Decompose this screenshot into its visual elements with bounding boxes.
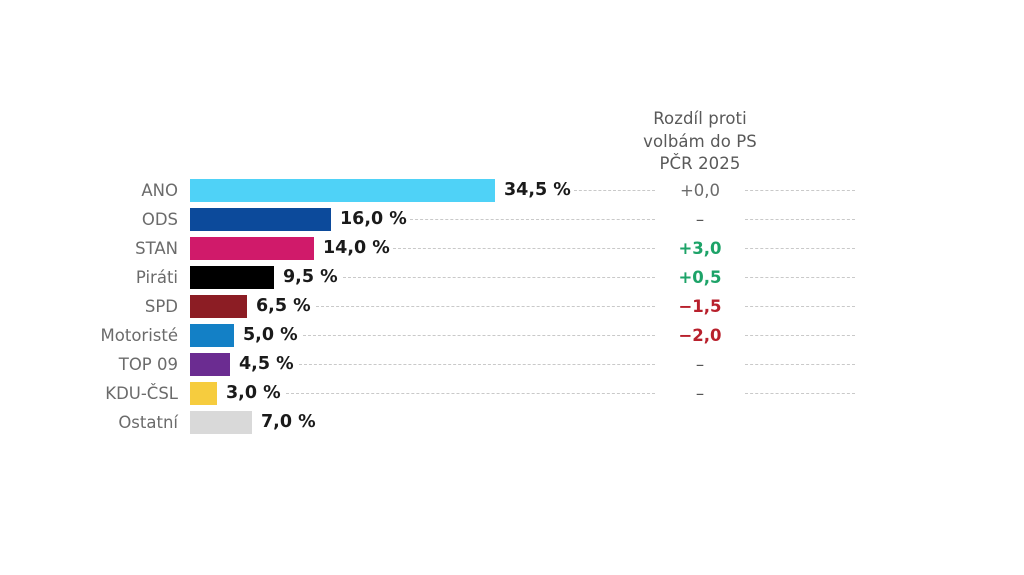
bar-motorist- [190, 324, 234, 347]
chart-row: SPD 6,5 % −1,5 [0, 292, 1024, 321]
bar-container [190, 208, 331, 231]
leader-line-left [392, 248, 655, 249]
row-label-spd: SPD [144, 297, 178, 316]
row-label-motorist-: Motoristé [100, 326, 178, 345]
leader-line-right [745, 364, 855, 365]
leader-line-left [286, 393, 655, 394]
leader-line-right [745, 393, 855, 394]
leader-line-right [745, 190, 855, 191]
bar-container [190, 353, 230, 376]
bar-container [190, 266, 274, 289]
leader-line-right [745, 306, 855, 307]
difference-value: −2,0 [678, 326, 722, 345]
chart-row: KDU-ČSL 3,0 % – [0, 379, 1024, 408]
leader-line-right [745, 335, 855, 336]
difference-header-line-2: volbám do PS [643, 131, 757, 151]
bar-value-label: 14,0 % [323, 238, 390, 258]
bar-spd [190, 295, 247, 318]
difference-column-header: Rozdíl proti volbám do PS PČR 2025 [600, 108, 800, 176]
bar-value-label: 5,0 % [243, 325, 298, 345]
bar-ods [190, 208, 331, 231]
row-label-ostatn-: Ostatní [118, 413, 178, 432]
bar-ostatn- [190, 411, 252, 434]
row-label-ods: ODS [141, 210, 178, 229]
leader-line-right [745, 219, 855, 220]
row-label-ano: ANO [141, 181, 178, 200]
leader-line-left [316, 306, 655, 307]
difference-value: – [695, 355, 705, 374]
difference-header-line-1: Rozdíl proti [653, 109, 747, 128]
chart-row: TOP 09 4,5 % – [0, 350, 1024, 379]
chart-row: STAN 14,0 % +3,0 [0, 234, 1024, 263]
difference-value: – [695, 210, 705, 229]
bar-container [190, 324, 234, 347]
leader-line-left [299, 364, 655, 365]
leader-line-right [745, 277, 855, 278]
row-label-kdu-sl: KDU-ČSL [105, 384, 178, 403]
bar-value-label: 16,0 % [340, 209, 407, 229]
bar-container [190, 237, 314, 260]
leader-line-left [573, 190, 655, 191]
bar-container [190, 179, 495, 202]
bar-container [190, 411, 252, 434]
bar-value-label: 7,0 % [261, 412, 316, 432]
bar-ano [190, 179, 495, 202]
chart-row: Ostatní 7,0 % [0, 408, 1024, 437]
difference-value: – [695, 384, 705, 403]
bar-container [190, 382, 217, 405]
difference-header-line-3: PČR 2025 [659, 154, 741, 173]
leader-line-left [303, 335, 655, 336]
bar-container [190, 295, 247, 318]
bar-value-label: 9,5 % [283, 267, 338, 287]
bar-pir-ti [190, 266, 274, 289]
chart-row: ODS 16,0 % – [0, 205, 1024, 234]
row-label-stan: STAN [135, 239, 178, 258]
leader-line-left [343, 277, 655, 278]
bar-value-label: 6,5 % [256, 296, 311, 316]
leader-line-left [409, 219, 655, 220]
bar-stan [190, 237, 314, 260]
row-label-pir-ti: Piráti [135, 268, 178, 287]
difference-value: +0,0 [679, 181, 721, 200]
difference-value: −1,5 [678, 297, 722, 316]
chart-row: ANO 34,5 % +0,0 [0, 176, 1024, 205]
difference-value: +0,5 [678, 268, 722, 287]
bar-top-09 [190, 353, 230, 376]
leader-line-right [745, 248, 855, 249]
chart-row: Motoristé 5,0 % −2,0 [0, 321, 1024, 350]
bar-value-label: 4,5 % [239, 354, 294, 374]
row-label-top-09: TOP 09 [118, 355, 178, 374]
bar-value-label: 34,5 % [504, 180, 571, 200]
bar-kdu-sl [190, 382, 217, 405]
chart-rows: ANO 34,5 % +0,0 ODS 16,0 % – STAN 14,0 % +3,0 Pir… [0, 176, 1024, 437]
bar-value-label: 3,0 % [226, 383, 281, 403]
difference-value: +3,0 [678, 239, 722, 258]
chart-row: Piráti 9,5 % +0,5 [0, 263, 1024, 292]
